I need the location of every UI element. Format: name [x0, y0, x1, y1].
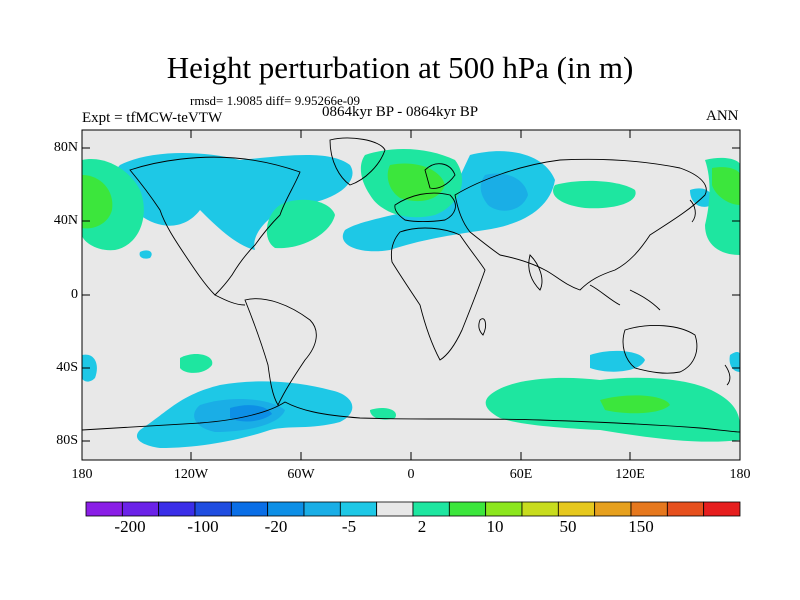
contour-nh-green-europe-core: [387, 163, 445, 202]
colorbar-label: -20: [264, 517, 288, 536]
lon-tick-label: 120E: [615, 467, 645, 482]
colorbar-swatch: [121, 501, 160, 517]
season-label: ANN: [706, 108, 739, 124]
coast-central-america: [214, 294, 246, 306]
stats-text: rmsd= 1.9085 diff= 9.95266e-09: [190, 93, 361, 108]
colorbar-swatch: [158, 501, 196, 517]
colorbar-swatch: [448, 501, 487, 517]
contour-sh-blue-australia: [590, 350, 645, 372]
contour-nh-blue-deep: [480, 173, 528, 211]
coast-greenland: [329, 137, 386, 186]
lon-tick-label: 0: [407, 467, 415, 482]
lat-tick-label: 80N: [53, 140, 78, 155]
coast-africa: [390, 227, 486, 361]
colorbar-swatch: [521, 501, 559, 517]
contour-nh-blue-west: [113, 153, 353, 250]
coast-asia: [454, 158, 707, 291]
lon-tick-label: 120W: [173, 467, 209, 482]
lon-tick-label: 60W: [287, 467, 315, 482]
coast-se-asia: [589, 284, 661, 311]
contour-sh-blue-south-deep: [230, 405, 272, 422]
colorbar-label: 50: [559, 517, 577, 536]
colorbar-label: 10: [486, 517, 504, 536]
colorbar-swatch: [230, 501, 269, 517]
colorbar-swatch: [194, 501, 232, 517]
contour-small-blue-pacific: [139, 250, 152, 259]
colorbar-swatch: [594, 501, 632, 517]
lat-tick-label: 0: [71, 287, 78, 302]
colorbar-label: -100: [187, 517, 219, 536]
colorbar-swatch: [557, 501, 596, 517]
period-label: 0864kyr BP - 0864kyr BP: [322, 104, 479, 120]
colorbar-label: 2: [417, 517, 427, 536]
experiment-label: Expt = tfMCW-teVTW: [82, 110, 223, 126]
lon-tick-label: 180: [729, 467, 751, 482]
coast-europe: [394, 192, 456, 222]
contour-sh-green-small: [180, 354, 213, 373]
coast-madagascar: [478, 318, 487, 336]
coast-scandinavia: [424, 163, 456, 189]
colorbar-label: 150: [628, 517, 654, 536]
colorbar: [85, 501, 741, 517]
coast-south-america: [244, 298, 317, 406]
colorbar-swatch: [703, 501, 741, 517]
colorbar-swatch: [630, 501, 668, 517]
tick-marks: [82, 130, 740, 460]
coast-new-zealand: [724, 364, 731, 386]
contour-ne-blue-edge: [690, 188, 713, 207]
colorbar-label: -200: [114, 517, 146, 536]
colorbar-label: -5: [341, 517, 357, 536]
lon-tick-label: 180: [71, 467, 93, 482]
contour-layer: [82, 130, 740, 460]
coast-japan: [689, 199, 696, 223]
contour-nh-green-asia: [553, 180, 636, 209]
lon-tick-label: 60E: [509, 467, 533, 482]
colorbar-swatch: [412, 501, 450, 517]
colorbar-swatch: [666, 501, 705, 517]
coastlines: [82, 137, 740, 433]
colorbar-swatch: [267, 501, 305, 517]
contour-nh-green-dateline-core: [712, 167, 740, 205]
colorbar-swatch: [339, 501, 378, 517]
lat-tick-label: 80S: [56, 433, 78, 448]
contour-nh-blue-small: [300, 163, 336, 187]
coast-antarctica: [82, 401, 740, 433]
coast-north-america: [129, 156, 301, 296]
coast-australia: [622, 325, 698, 374]
contour-sh-blue-east: [729, 351, 740, 372]
colorbar-swatch: [485, 501, 523, 517]
coast-india: [528, 254, 543, 291]
colorbar-swatch: [85, 501, 123, 517]
lat-tick-label: 40S: [56, 360, 78, 375]
colorbar-swatch: [376, 501, 414, 517]
contour-sh-green-small2: [370, 407, 396, 420]
contour-sh-green-core: [600, 395, 670, 414]
contour-nh-green-pacific-core: [82, 175, 113, 229]
lat-tick-label: 40N: [53, 213, 78, 228]
contour-nh-green-atlantic: [266, 199, 335, 249]
map-title: Height perturbation at 500 hPa (in m): [166, 50, 634, 85]
colorbar-swatch: [303, 501, 341, 517]
